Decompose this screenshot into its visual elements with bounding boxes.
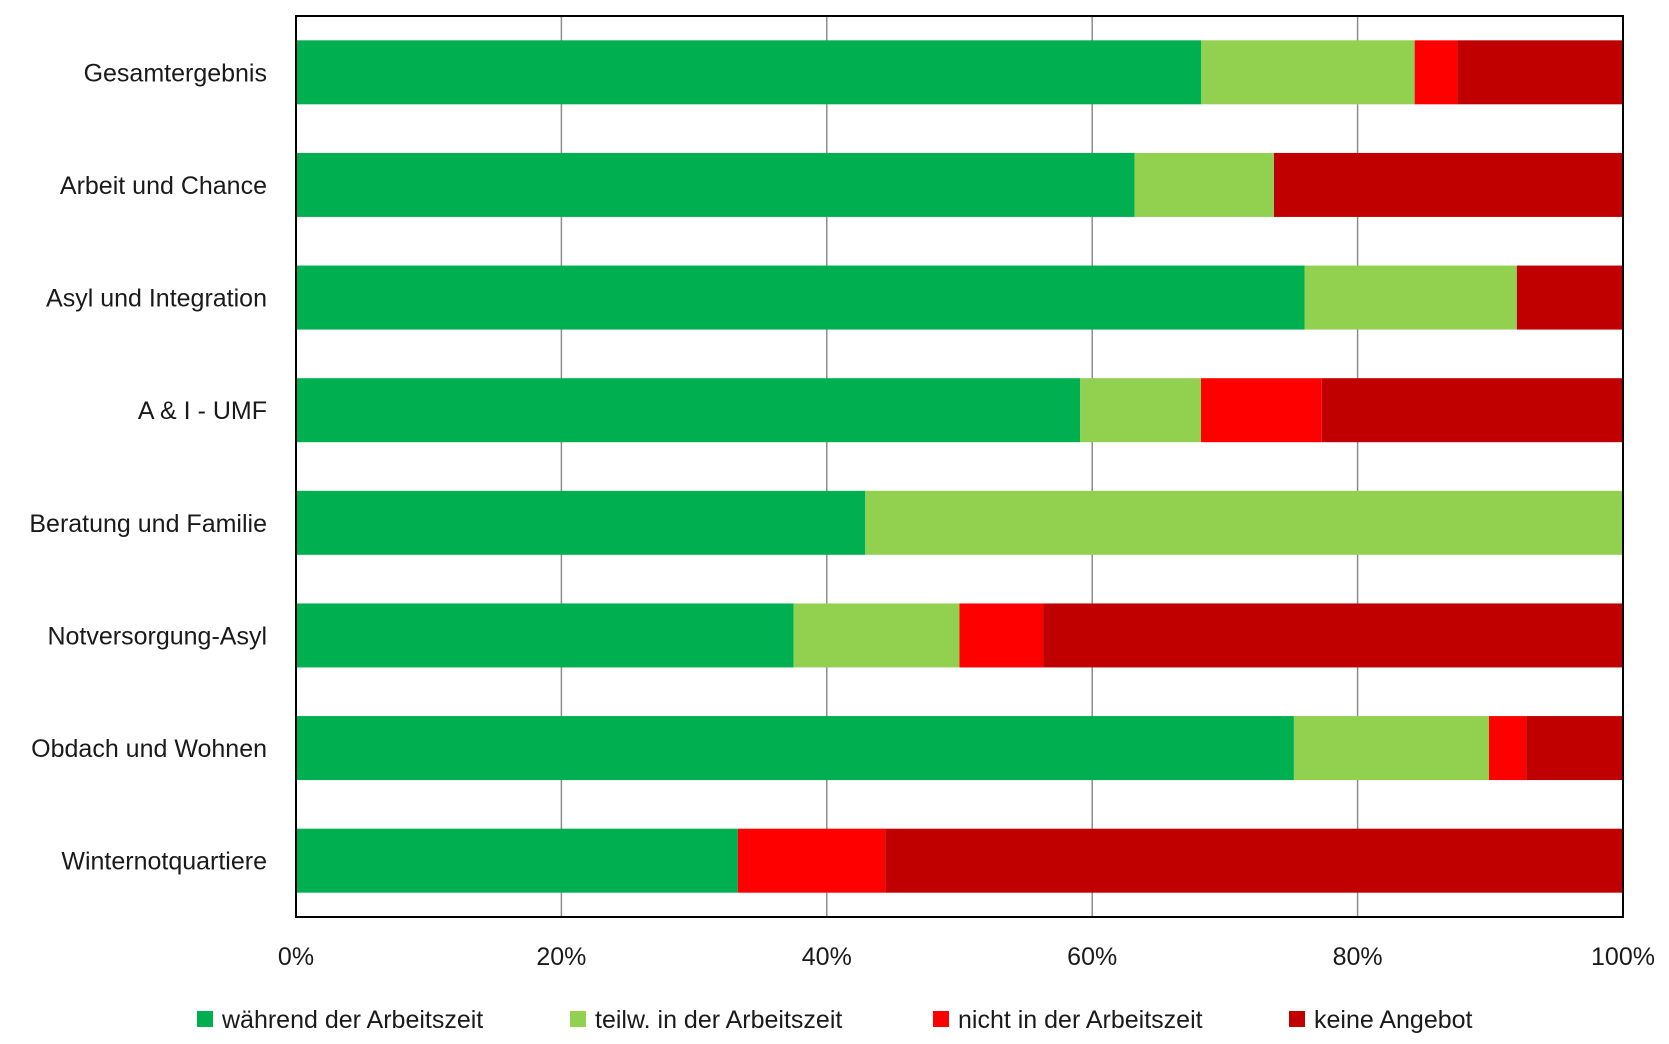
gridlines bbox=[560, 16, 1359, 917]
legend-label: teilw. in der Arbeitszeit bbox=[595, 1006, 842, 1034]
legend-swatch bbox=[1289, 1011, 1305, 1027]
category-label: A & I - UMF bbox=[138, 397, 267, 425]
bar-segment bbox=[1201, 378, 1322, 443]
x-tick-label: 60% bbox=[1067, 943, 1117, 971]
legend-label: keine Angebot bbox=[1314, 1006, 1473, 1034]
bar-segment bbox=[296, 490, 866, 555]
bar-segment bbox=[1526, 716, 1623, 781]
legend-item: keine Angebot bbox=[1289, 1006, 1473, 1034]
bar-segment bbox=[1273, 152, 1623, 217]
bar-segment bbox=[296, 152, 1135, 217]
bar-segment bbox=[1134, 152, 1274, 217]
legend-item: nicht in der Arbeitszeit bbox=[933, 1006, 1203, 1034]
x-tick-label: 100% bbox=[1591, 943, 1655, 971]
category-label: Beratung und Familie bbox=[29, 510, 267, 538]
bar-segment bbox=[1321, 378, 1623, 443]
bars bbox=[296, 40, 1623, 893]
bar-segment bbox=[296, 265, 1305, 330]
x-tick-label: 0% bbox=[278, 943, 314, 971]
x-tick-labels: 0% 20% 40% 60% 80% 100% bbox=[278, 943, 1655, 971]
category-label: Asyl und Integration bbox=[46, 285, 267, 313]
bar-segment bbox=[296, 40, 1202, 105]
x-tick-label: 40% bbox=[802, 943, 852, 971]
bar-segment bbox=[1304, 265, 1517, 330]
legend: während der Arbeitszeit teilw. in der Arb… bbox=[197, 1006, 1473, 1034]
x-tick-label: 80% bbox=[1333, 943, 1383, 971]
legend-swatch bbox=[933, 1011, 949, 1027]
bar-segment bbox=[296, 828, 738, 893]
bar-segment bbox=[737, 828, 886, 893]
bar-segment bbox=[1414, 40, 1458, 105]
bar-segment bbox=[1043, 603, 1623, 668]
bar-segment bbox=[296, 378, 1081, 443]
x-tick-label: 20% bbox=[536, 943, 586, 971]
legend-label: nicht in der Arbeitszeit bbox=[958, 1006, 1203, 1034]
category-label: Notversorgung-Asyl bbox=[47, 622, 267, 650]
category-label: Arbeit und Chance bbox=[60, 172, 267, 200]
plot-frame bbox=[295, 15, 1624, 918]
legend-swatch bbox=[570, 1011, 586, 1027]
legend-label: während der Arbeitszeit bbox=[221, 1006, 483, 1034]
bar-segment bbox=[1080, 378, 1202, 443]
bar-segment bbox=[1293, 716, 1489, 781]
category-label: Gesamtergebnis bbox=[84, 59, 267, 87]
bar-segment bbox=[1516, 265, 1623, 330]
bar-segment bbox=[959, 603, 1044, 668]
bar-segment bbox=[1457, 40, 1623, 105]
bar-segment bbox=[296, 603, 794, 668]
category-label: Obdach und Wohnen bbox=[31, 735, 267, 763]
bar-segment bbox=[793, 603, 960, 668]
legend-swatch bbox=[197, 1011, 213, 1027]
category-label: Winternotquartiere bbox=[61, 848, 267, 876]
bar-segment bbox=[1488, 716, 1527, 781]
bar-segment bbox=[885, 828, 1623, 893]
legend-item: teilw. in der Arbeitszeit bbox=[570, 1006, 842, 1034]
legend-item: während der Arbeitszeit bbox=[197, 1006, 483, 1034]
bar-segment bbox=[865, 490, 1623, 555]
bar-segment bbox=[296, 716, 1294, 781]
category-labels: Gesamtergebnis Arbeit und Chance Asyl und … bbox=[29, 59, 267, 875]
bar-segment bbox=[1201, 40, 1415, 105]
